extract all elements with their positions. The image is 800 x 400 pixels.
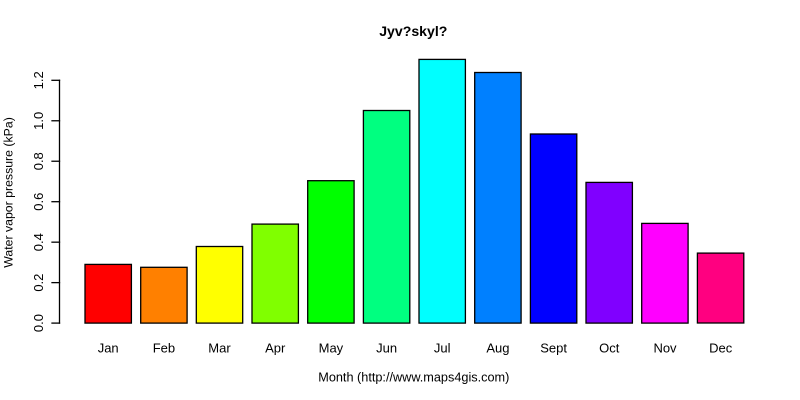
- svg-text:Jan: Jan: [98, 341, 119, 356]
- svg-text:Feb: Feb: [153, 341, 175, 356]
- svg-text:0.2: 0.2: [31, 274, 46, 292]
- svg-text:0.0: 0.0: [31, 314, 46, 332]
- svg-text:Apr: Apr: [265, 341, 286, 356]
- svg-text:Sept: Sept: [540, 341, 567, 356]
- svg-text:Month (http://www.maps4gis.com: Month (http://www.maps4gis.com): [318, 370, 509, 384]
- svg-text:Dec: Dec: [709, 341, 733, 356]
- svg-text:Aug: Aug: [486, 341, 509, 356]
- svg-text:0.8: 0.8: [31, 152, 46, 170]
- svg-text:Oct: Oct: [599, 341, 620, 356]
- svg-text:0.4: 0.4: [31, 233, 46, 251]
- svg-text:Jyv?skyl?: Jyv?skyl?: [379, 23, 447, 39]
- svg-text:Jul: Jul: [434, 341, 451, 356]
- svg-text:Water vapor pressure (kPa): Water vapor pressure (kPa): [1, 117, 15, 268]
- svg-text:1.2: 1.2: [31, 71, 46, 89]
- svg-text:May: May: [319, 341, 344, 356]
- svg-text:Nov: Nov: [653, 341, 677, 356]
- svg-text:Jun: Jun: [376, 341, 397, 356]
- svg-text:Mar: Mar: [208, 341, 231, 356]
- svg-text:1.0: 1.0: [31, 112, 46, 130]
- svg-text:0.6: 0.6: [31, 193, 46, 211]
